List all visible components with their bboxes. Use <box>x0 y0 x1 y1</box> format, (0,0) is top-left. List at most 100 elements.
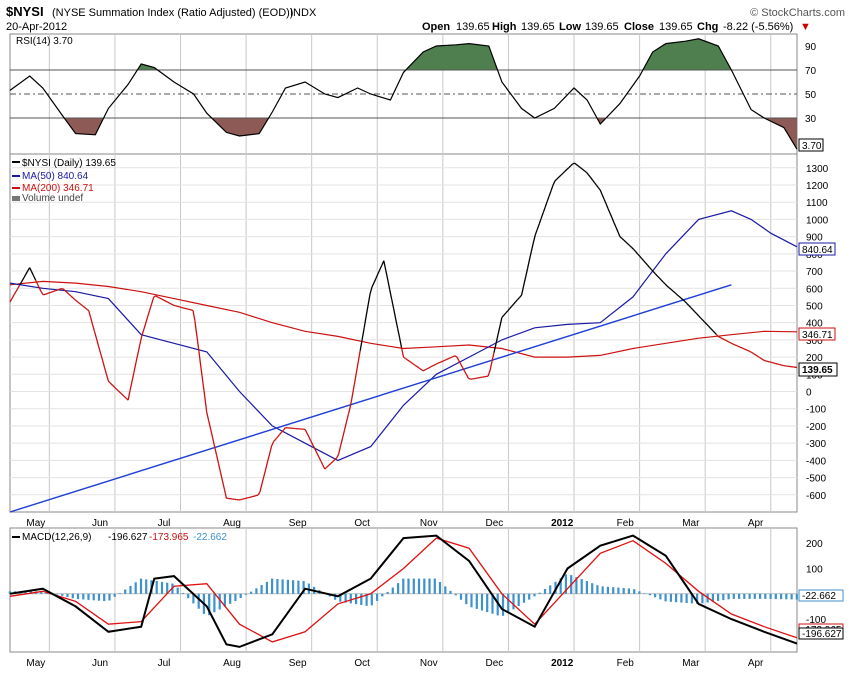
histogram-bar <box>292 580 294 594</box>
histogram-bar <box>617 588 619 594</box>
price-line-segment <box>602 195 604 200</box>
price-line-segment <box>284 428 286 430</box>
price-line-segment <box>695 312 697 314</box>
price-line-segment <box>276 437 278 439</box>
price-line-segment <box>140 336 142 344</box>
price-line-segment <box>714 332 716 334</box>
price-line-segment <box>648 265 650 267</box>
histogram-bar <box>350 594 352 604</box>
price-line-segment <box>211 429 213 438</box>
price-line-segment <box>150 304 152 311</box>
price-line-segment <box>598 188 600 191</box>
price-line-segment <box>535 229 537 235</box>
price-line-segment <box>364 317 366 328</box>
price-line-segment <box>490 361 492 370</box>
price-line-segment <box>752 352 754 353</box>
price-line-segment <box>547 196 549 202</box>
price-line-segment <box>77 301 79 303</box>
x-tick-label: Jul <box>158 658 171 669</box>
price-line-segment <box>146 317 148 324</box>
price-panel <box>10 163 797 512</box>
price-line-segment <box>709 326 711 328</box>
high-label: High <box>492 21 517 33</box>
histogram-bar <box>198 594 200 609</box>
price-line-segment <box>734 345 736 346</box>
price-line-segment <box>616 227 618 232</box>
histogram-bar <box>544 589 546 594</box>
price-line-segment <box>189 309 191 310</box>
histogram-bar <box>770 594 772 599</box>
price-line-segment <box>750 351 752 352</box>
price-line-segment <box>181 307 183 308</box>
histogram-bar <box>108 594 110 601</box>
histogram-bar <box>591 583 593 594</box>
rsi-oversold-fill <box>10 118 797 149</box>
price-line-segment <box>341 438 343 446</box>
price-line-segment <box>726 341 728 342</box>
price-line-segment <box>549 191 551 197</box>
price-line-segment <box>762 359 764 360</box>
price-line-segment <box>449 358 451 359</box>
chg-value: -8.22 (-5.56%) <box>723 21 793 33</box>
price-line-segment <box>770 362 772 363</box>
histogram-bar <box>129 586 131 594</box>
price-line-segment <box>225 490 227 499</box>
x-tick-label: Dec <box>485 518 503 529</box>
histogram-bar <box>297 581 299 594</box>
price-line-segment <box>455 356 457 357</box>
price-line-segment <box>43 294 45 295</box>
histogram-bar <box>539 593 541 594</box>
price-line-segment <box>557 177 559 179</box>
price-y-tick-label: 1200 <box>806 181 829 192</box>
price-line-segment <box>500 318 502 327</box>
price-line-segment <box>183 308 185 309</box>
price-line-segment <box>89 311 91 318</box>
rsi-y-tick-label: 30 <box>805 114 817 125</box>
histogram-bar <box>733 594 735 599</box>
price-line-segment <box>244 498 246 499</box>
ma200-last-value: 346.71 <box>802 330 833 341</box>
histogram-bar <box>528 594 530 600</box>
histogram-bar <box>156 581 158 594</box>
histogram-bar <box>381 594 383 597</box>
price-line-segment <box>718 336 720 337</box>
open-value: 139.65 <box>456 21 490 33</box>
histogram-bar <box>449 591 451 594</box>
price-line-segment <box>378 270 380 274</box>
price-line-segment <box>644 261 646 263</box>
price-line-segment <box>59 289 61 290</box>
price-line-segment <box>167 302 169 303</box>
price-line-segment <box>345 422 347 430</box>
price-line-segment <box>510 306 512 308</box>
price-line-segment <box>522 286 524 295</box>
price-line-segment <box>374 278 376 282</box>
price-line-segment <box>270 446 272 454</box>
price-line-segment <box>158 297 160 298</box>
price-line-segment <box>264 469 266 477</box>
rsi-y-tick-label: 90 <box>805 42 817 53</box>
histogram-bar <box>654 594 656 598</box>
x-tick-label: Apr <box>748 518 764 529</box>
price-line-segment <box>691 308 693 310</box>
price-line-segment <box>205 397 207 412</box>
price-line-segment <box>512 304 514 306</box>
price-line-segment <box>321 461 323 465</box>
price-line-segment <box>47 293 49 294</box>
price-line-segment <box>571 164 573 166</box>
price-line-segment <box>468 378 470 379</box>
histogram-bar <box>213 594 215 613</box>
price-line-segment <box>411 363 413 364</box>
price-line-segment <box>160 298 162 299</box>
price-line-segment <box>441 361 443 362</box>
price-line-segment <box>588 175 590 178</box>
grid-lines <box>10 34 797 652</box>
histogram-bar <box>418 579 420 594</box>
close-label: Close <box>624 21 654 33</box>
macd-y-tick-label: 200 <box>806 539 823 550</box>
price-line-segment <box>728 342 730 343</box>
histogram-bar <box>266 582 268 594</box>
histogram-bar <box>644 593 646 594</box>
price-line-segment <box>380 265 382 269</box>
x-tick-label: Sep <box>289 658 307 669</box>
price-line-segment <box>339 446 341 454</box>
